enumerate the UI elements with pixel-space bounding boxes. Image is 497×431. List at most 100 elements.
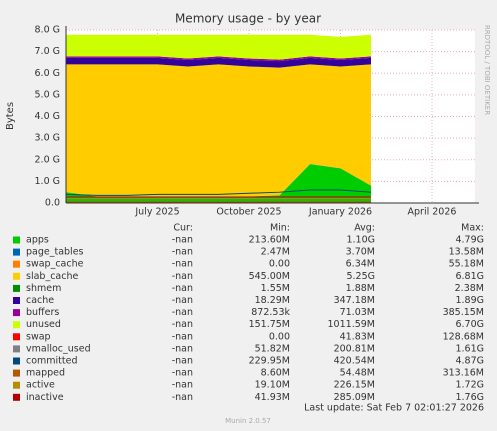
legend-stat: 1.72G [455, 380, 484, 391]
y-tick-label: 3.0 G [35, 133, 61, 144]
area [66, 57, 371, 68]
y-tick-label: 5.0 G [35, 89, 61, 100]
y-axis-label: Bytes [5, 102, 16, 130]
legend-swatch [13, 297, 20, 304]
legend-name: committed [26, 356, 78, 367]
legend-stat: -nan [172, 380, 193, 391]
legend-stat: -nan [172, 283, 193, 294]
legend-stat: -nan [172, 331, 193, 342]
legend-stat: -nan [172, 319, 193, 330]
legend-stat: 2.38M [455, 283, 484, 294]
legend-stat: 54.48M [340, 368, 375, 379]
legend-stat: 8.60M [261, 368, 290, 379]
x-tick-label: October 2025 [216, 207, 281, 218]
legend-stat: -nan [172, 235, 193, 246]
legend-swatch [13, 260, 20, 268]
legend-stat: 1011.59M [328, 319, 375, 330]
legend-header: Cur: [173, 223, 193, 234]
legend-stat: 1.10G [346, 235, 375, 246]
legend-stat: 6.34M [346, 259, 375, 270]
chart-title: Memory usage - by year [175, 12, 321, 26]
legend-stat: 1.88M [346, 283, 375, 294]
legend-swatch [13, 333, 20, 341]
legend-stat: 2.47M [261, 247, 290, 258]
legend-stat: 4.79G [455, 235, 484, 246]
legend-stat: 347.18M [334, 295, 375, 306]
legend-name: swap [26, 331, 51, 342]
legend-stat: 151.75M [249, 319, 290, 330]
footer: Munin 2.0.57 [225, 417, 271, 425]
legend-stat: 285.09M [334, 392, 375, 403]
legend-stat: 0.00 [269, 331, 290, 342]
legend-stat: 5.25G [346, 271, 375, 282]
area [66, 164, 371, 203]
legend-stat: 0.00 [269, 259, 290, 270]
legend-stat: 51.82M [255, 343, 290, 354]
legend-stat: 420.54M [334, 356, 375, 367]
legend-name: swap_cache [26, 259, 84, 270]
y-tick-label: 6.0 G [35, 68, 61, 79]
legend-stat: 55.18M [449, 259, 484, 270]
legend-stat: -nan [172, 368, 193, 379]
y-tick-label: 4.0 G [35, 111, 61, 122]
legend-stat: 385.15M [443, 307, 484, 318]
legend-stat: -nan [172, 307, 193, 318]
legend-name: active [26, 380, 55, 391]
legend-swatch [13, 284, 20, 292]
legend-stat: -nan [172, 295, 193, 306]
area [66, 56, 371, 62]
legend-name: vmalloc_used [26, 343, 91, 354]
legend-stat: 128.68M [443, 331, 484, 342]
legend-stat: -nan [172, 392, 193, 403]
legend-stat: 1.89G [455, 295, 484, 306]
legend-stat: -nan [172, 271, 193, 282]
legend-swatch [13, 272, 20, 280]
legend-name: slab_cache [26, 271, 78, 282]
legend-stat: 1.55M [261, 283, 290, 294]
legend-stat: -nan [172, 343, 193, 354]
legend-stat: 313.16M [443, 368, 484, 379]
legend-stat: 1.76G [455, 392, 484, 403]
legend-stat: -nan [172, 259, 193, 270]
legend-stat: 41.83M [340, 331, 375, 342]
legend-stat: 6.70G [455, 319, 484, 330]
legend-stat: 229.95M [249, 356, 290, 367]
y-tick-label: 8.0 G [35, 25, 61, 36]
legend-name: mapped [26, 368, 65, 379]
x-tick-label: April 2026 [408, 207, 457, 218]
legend-header: Min: [270, 223, 290, 234]
legend-swatch [13, 381, 20, 389]
legend-swatch [13, 357, 20, 365]
legend-swatch [13, 369, 20, 377]
legend-stat: -nan [172, 356, 193, 367]
legend-name: apps [26, 235, 49, 246]
area [66, 34, 371, 60]
legend-stat: 18.29M [255, 295, 290, 306]
area [66, 64, 371, 197]
legend-swatch [13, 309, 20, 317]
legend-name: unused [26, 319, 61, 330]
legend-swatch [13, 393, 20, 401]
last-update: Last update: Sat Feb 7 02:01:27 2026 [304, 403, 484, 414]
x-tick-label: July 2025 [134, 207, 179, 218]
legend-stat: 3.70M [346, 247, 375, 258]
legend-stat: -nan [172, 247, 193, 258]
legend-stat: 6.81G [455, 271, 484, 282]
legend-swatch [13, 248, 20, 256]
legend-stat: 200.81M [334, 343, 375, 354]
y-tick-label: 2.0 G [35, 154, 61, 165]
legend-name: page_tables [26, 247, 84, 258]
legend-swatch [13, 321, 20, 329]
legend-stat: 872.53k [251, 307, 290, 318]
legend-name: buffers [26, 307, 59, 318]
legend-name: shmem [26, 283, 61, 294]
line [65, 189, 372, 196]
legend-stat: 41.93M [255, 392, 290, 403]
legend-swatch [13, 345, 20, 353]
legend-name: inactive [26, 392, 64, 403]
legend-stat: 4.87G [455, 356, 484, 367]
legend-stat: 213.60M [249, 235, 290, 246]
legend-stat: 226.15M [334, 380, 375, 391]
legend-stat: 71.03M [340, 307, 375, 318]
